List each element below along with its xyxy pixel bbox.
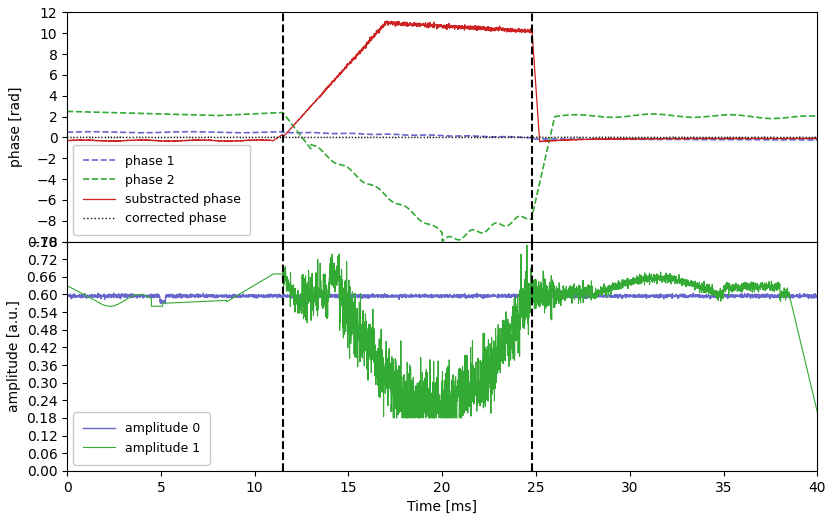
corrected phase [377, 134, 387, 141]
phase 2 [607, 114, 617, 120]
phase 1 [419, 132, 429, 138]
amplitude 1 [388, 415, 398, 421]
substracted phase [377, 23, 387, 30]
amplitude 0 [377, 294, 387, 300]
substracted phase [383, 19, 393, 25]
corrected phase [606, 134, 616, 140]
amplitude 1 [419, 396, 429, 402]
amplitude 1 [790, 314, 800, 320]
phase 1 [790, 137, 800, 143]
phase 1 [377, 131, 387, 138]
amplitude 1 [383, 387, 393, 393]
Line: corrected phase: corrected phase [67, 137, 817, 138]
substracted phase [62, 138, 72, 144]
phase 1 [752, 137, 762, 143]
substracted phase [382, 18, 392, 24]
Line: amplitude 0: amplitude 0 [67, 293, 817, 303]
corrected phase [790, 134, 800, 141]
phase 2 [377, 189, 387, 195]
amplitude 1 [752, 286, 762, 292]
amplitude 0 [688, 290, 698, 296]
amplitude 1 [812, 409, 822, 415]
amplitude 0 [383, 293, 393, 300]
amplitude 0 [419, 292, 429, 299]
substracted phase [419, 22, 429, 29]
corrected phase [419, 134, 429, 141]
amplitude 0 [607, 293, 617, 300]
Y-axis label: amplitude [a.u.]: amplitude [a.u.] [7, 300, 21, 412]
amplitude 1 [522, 242, 532, 248]
amplitude 1 [62, 282, 72, 289]
X-axis label: Time [ms]: Time [ms] [407, 500, 477, 514]
phase 2 [437, 239, 447, 245]
phase 1 [812, 137, 822, 143]
Line: substracted phase: substracted phase [67, 21, 817, 142]
phase 1 [383, 131, 393, 138]
amplitude 0 [62, 293, 72, 299]
phase 2 [812, 113, 822, 119]
Line: amplitude 1: amplitude 1 [67, 245, 817, 418]
phase 2 [752, 114, 762, 120]
corrected phase [383, 134, 393, 141]
substracted phase [607, 136, 617, 142]
phase 2 [62, 108, 72, 115]
Line: phase 2: phase 2 [67, 111, 817, 242]
corrected phase [112, 134, 122, 141]
phase 2 [790, 114, 800, 120]
Line: phase 1: phase 1 [67, 132, 817, 140]
phase 2 [383, 195, 393, 202]
Legend: phase 1, phase 2, substracted phase, corrected phase: phase 1, phase 2, substracted phase, cor… [73, 145, 251, 235]
amplitude 1 [607, 287, 617, 293]
phase 1 [87, 129, 97, 135]
phase 2 [418, 219, 428, 226]
Legend: amplitude 0, amplitude 1: amplitude 0, amplitude 1 [73, 412, 210, 465]
phase 1 [607, 136, 617, 142]
substracted phase [790, 135, 800, 142]
substracted phase [752, 135, 762, 142]
amplitude 0 [156, 300, 166, 306]
corrected phase [812, 134, 822, 141]
corrected phase [752, 134, 762, 141]
Y-axis label: phase [rad]: phase [rad] [8, 87, 22, 167]
substracted phase [536, 139, 546, 145]
amplitude 0 [812, 294, 822, 300]
amplitude 0 [790, 293, 800, 299]
amplitude 1 [377, 375, 387, 381]
amplitude 0 [752, 294, 762, 300]
phase 1 [62, 129, 72, 135]
corrected phase [607, 134, 617, 141]
substracted phase [812, 134, 822, 141]
corrected phase [62, 134, 72, 141]
